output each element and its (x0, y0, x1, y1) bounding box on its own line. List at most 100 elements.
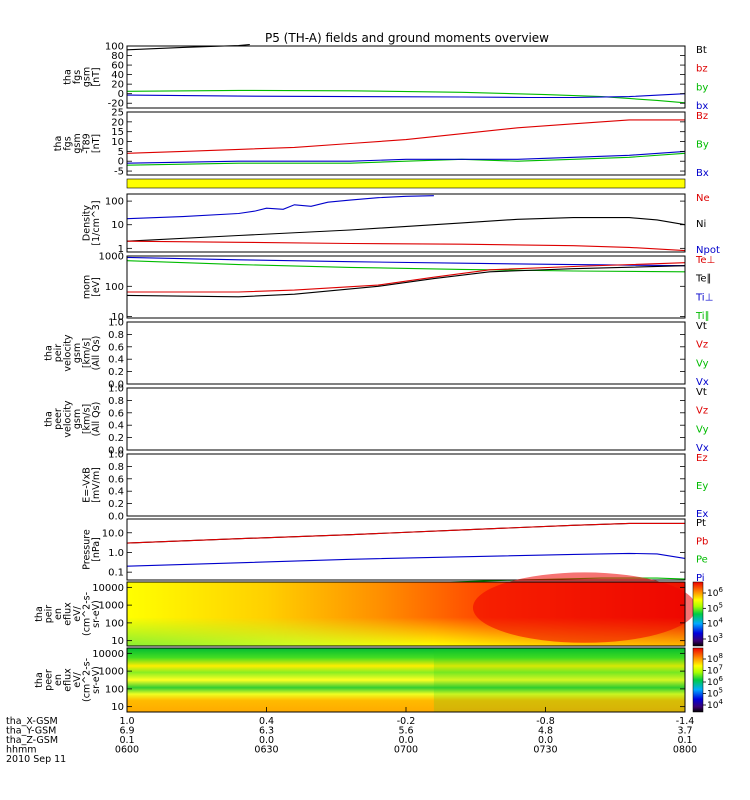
y-tick-label: -20 (108, 99, 124, 110)
axis-row-value: -1.4 (676, 716, 695, 727)
y-axis-label: velocity (63, 400, 74, 438)
y-tick-label: 0.4 (108, 421, 124, 432)
figure-title: P5 (TH-A) fields and ground moments over… (265, 31, 549, 45)
axis-row-value: 0630 (254, 745, 278, 756)
legend-label: Te∥ (695, 274, 712, 285)
colorbar-tick-label: 108 (707, 652, 723, 665)
legend-label: Ex (696, 509, 708, 520)
legend-label: Vt (696, 387, 707, 398)
panel-frame (126, 387, 686, 451)
series-line-bx (126, 93, 686, 99)
panel-frame (126, 45, 686, 109)
y-axis-label: eflux (63, 668, 74, 692)
y-tick-label: 0.4 (108, 487, 124, 498)
y-tick-label: 0.4 (108, 355, 124, 366)
y-tick-label: 1.0 (108, 384, 124, 395)
legend-label: by (696, 82, 708, 93)
legend-label: Ne (696, 193, 710, 204)
y-tick-label: 10 (111, 220, 124, 231)
y-axis-label: tha (53, 136, 64, 152)
colorbar (692, 647, 704, 713)
y-axis-label: en (53, 608, 64, 620)
series-line-Ti⊥ (126, 256, 686, 267)
panel-7: Ez Ey Ex 1.00.80.6 0.40.2 0.0 E=-VxB[mV/m] (82, 450, 709, 523)
legend-label: bx (696, 101, 708, 112)
y-axis-label: [eV] (91, 277, 102, 297)
spectrogram-background (127, 648, 685, 712)
panel-frame (126, 518, 686, 581)
y-tick-label: 0 (118, 157, 124, 168)
axis-row-value: 0800 (673, 745, 697, 756)
legend-label: Ey (696, 481, 708, 492)
axis-row-value: 0600 (115, 745, 139, 756)
y-tick-label: 0 (118, 89, 124, 100)
axis-row-value: 1.0 (119, 716, 134, 727)
series-line-Pi (126, 552, 686, 567)
panel-frame (126, 453, 686, 517)
series-line-Ti∥ (126, 260, 686, 273)
y-tick-label: 0.0 (108, 512, 124, 523)
y-axis-label: tha (63, 69, 74, 85)
axis-row-label: tha_Y-GSM (6, 726, 56, 737)
y-tick-label: 0.0 (108, 446, 124, 457)
y-axis-label: [nT] (91, 67, 102, 86)
y-axis-label: eV/ (72, 671, 83, 687)
y-tick-label: 10.0 (102, 528, 124, 539)
y-axis-label: tha (34, 672, 45, 688)
legend-label: Ti∥ (695, 311, 710, 322)
axis-row-label: hhmm (6, 745, 37, 756)
axis-row-value: -0.2 (397, 716, 416, 727)
legend-label: Ez (696, 453, 708, 464)
y-axis-label: [nT] (91, 134, 102, 153)
panel-frame (126, 193, 686, 253)
panel-3: Ne Ni Npot 100 10 1 Density[1/cm^3] (82, 193, 720, 256)
panel-6: Vt Vz Vy Vx 1.00.80.6 0.40.2 0.0 thapeervelocit… (44, 384, 709, 457)
y-axis-label: [1/cm^3] (91, 200, 102, 245)
y-axis-label: sr-eV) (91, 666, 102, 694)
legend-label: Ti⊥ (695, 292, 713, 303)
data-quality-bar-frame (126, 178, 686, 189)
y-tick-label: 60 (111, 61, 124, 72)
y-tick-label: 20 (111, 80, 124, 91)
y-tick-label: 5 (118, 147, 124, 158)
series-line-Bz (126, 119, 685, 154)
legend-label: Npot (696, 245, 720, 256)
y-tick-label: 1000 (99, 601, 124, 612)
y-tick-label: 100 (105, 684, 124, 695)
y-axis-label: en (53, 674, 64, 686)
panel-frame (126, 321, 686, 385)
legend-label: Vy (696, 358, 709, 369)
y-axis-label: eV/ (72, 605, 83, 621)
y-axis-label: E=-VxB (82, 467, 93, 502)
y-axis-label: [km/s] (82, 338, 93, 368)
y-axis-label: Density (82, 205, 93, 241)
y-axis-label: tha (34, 606, 45, 622)
y-tick-label: 80 (111, 51, 124, 62)
legend-label: By (696, 140, 709, 151)
y-tick-label: 1.0 (108, 318, 124, 329)
colorbar-tick-label: 105 (707, 601, 723, 614)
y-axis-label: (All Qs) (91, 336, 102, 371)
y-axis-label: fgs (72, 70, 83, 84)
series-line-Ni (126, 217, 686, 242)
y-tick-label: 1 (118, 244, 124, 255)
axis-row-value: 0730 (533, 745, 557, 756)
legend-label: Pt (696, 518, 706, 529)
series-line-Bx (126, 150, 686, 164)
series-line-by (126, 89, 686, 104)
y-tick-label: 0.8 (108, 396, 124, 407)
legend-label: bz (696, 64, 708, 75)
colorbar-tick-label: 105 (707, 687, 723, 700)
series-line-Pb (126, 522, 685, 544)
y-tick-label: 1.0 (108, 548, 124, 559)
panel-frame (126, 255, 686, 319)
axis-row-value: 0.1 (677, 735, 692, 746)
legend-label: Bt (696, 45, 707, 56)
legend-label: Vx (696, 443, 709, 454)
axis-row-value: 0700 (394, 745, 418, 756)
series-line-Npot (126, 195, 434, 220)
axis-row-value: 0.1 (119, 735, 134, 746)
axis-row-value: 0.0 (259, 735, 274, 746)
